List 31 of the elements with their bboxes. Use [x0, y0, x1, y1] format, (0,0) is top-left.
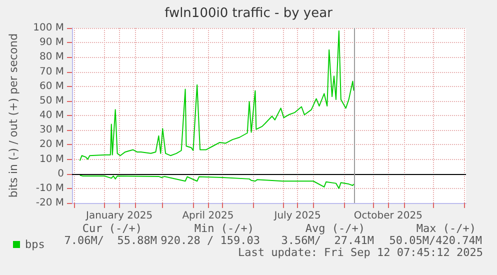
y-tick-label: 0: [58, 168, 64, 180]
y-tick-label: -10 M: [36, 182, 64, 194]
y-tick-label: -20 M: [36, 198, 64, 208]
text: 920.28 / 159.03: [160, 234, 260, 247]
text: Max (-/+): [416, 222, 476, 235]
y-tick-label: 50 M: [39, 95, 64, 106]
text: 3.56M/ 27.41M: [281, 234, 374, 247]
line-series: [79, 30, 354, 162]
text: 7.06M/ 55.88M: [64, 234, 158, 247]
y-tick-label: 30 M: [39, 124, 64, 136]
x-tick-label: January 2025: [85, 210, 153, 222]
y-tick-label: 10 M: [39, 154, 64, 165]
text: Last update: Fri Sep 12 07:45:12 2025: [238, 246, 484, 259]
x-tick-label: October 2025: [354, 210, 423, 222]
text: 50.05M/420.74M: [389, 234, 482, 247]
y-tick-label: 60 M: [39, 80, 64, 92]
line-series: [79, 174, 354, 189]
y-tick-label: 40 M: [39, 110, 64, 121]
text: Cur (-/+): [82, 222, 142, 235]
text: Avg (-/+): [305, 222, 366, 235]
text: Min (-/+): [194, 222, 254, 235]
legend-label: bps: [25, 238, 45, 251]
y-tick-label: 20 M: [39, 139, 64, 150]
y-tick-label: 100 M: [33, 22, 64, 34]
chart-title: fwln100i0 traffic - by year: [164, 6, 334, 21]
y-tick-label: 80 M: [39, 52, 64, 63]
y-axis-title: bits in (-) / out (+) per second: [7, 33, 20, 198]
x-tick-label: April 2025: [182, 210, 234, 222]
y-tick-label: 90 M: [39, 37, 64, 48]
x-tick-label: July 2025: [273, 210, 321, 222]
y-tick-label: 70 M: [39, 66, 64, 78]
